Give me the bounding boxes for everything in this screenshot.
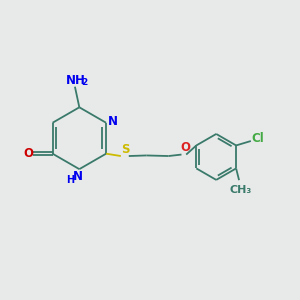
- Text: N: N: [73, 170, 83, 183]
- Text: NH: NH: [66, 74, 86, 87]
- Text: O: O: [23, 147, 33, 160]
- Text: CH₃: CH₃: [230, 184, 252, 195]
- Text: S: S: [121, 143, 129, 156]
- Text: Cl: Cl: [252, 132, 265, 145]
- Text: H: H: [66, 175, 75, 185]
- Text: 2: 2: [81, 78, 88, 87]
- Text: N: N: [108, 115, 118, 128]
- Text: O: O: [180, 141, 190, 154]
